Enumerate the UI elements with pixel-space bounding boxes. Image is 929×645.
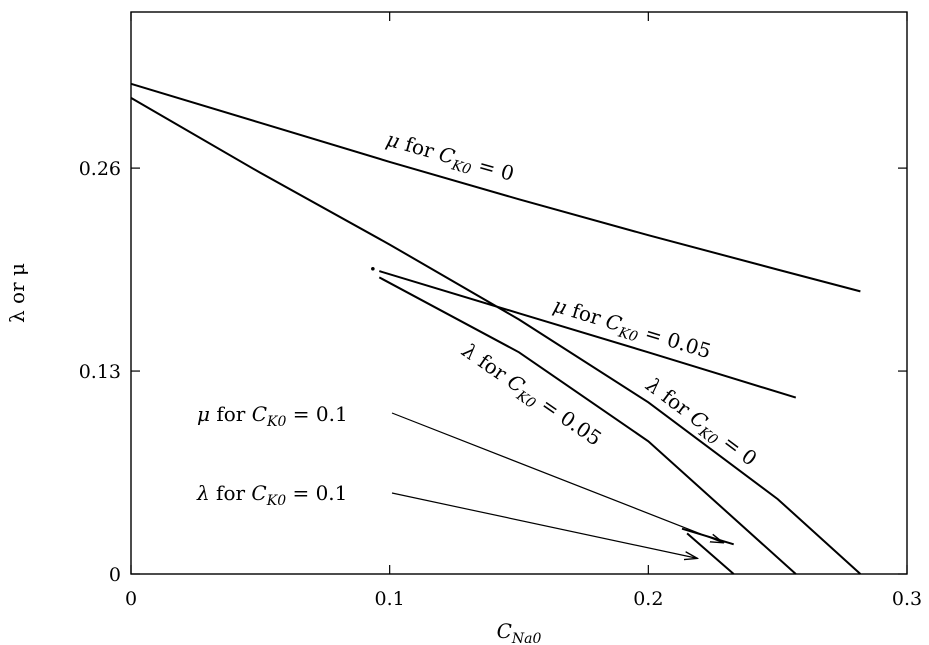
series-lines bbox=[130, 82, 862, 575]
y-tick-label: 0 bbox=[109, 564, 121, 586]
x-tick-label: 0.2 bbox=[633, 588, 663, 610]
series-line-lambda01 bbox=[686, 532, 735, 575]
x-tick-label: 0 bbox=[125, 588, 137, 610]
series-line-mu0 bbox=[130, 82, 861, 293]
x-axis-label: CNa0 bbox=[497, 619, 542, 645]
series-line-mu005 bbox=[379, 270, 797, 399]
y-axis-label: λ or μ bbox=[5, 263, 29, 323]
plot-frame bbox=[130, 11, 908, 575]
series-endpoint-mu005 bbox=[371, 267, 375, 271]
y-tick-label: 0.26 bbox=[79, 158, 121, 180]
series-label-mu01: μ for CK0 = 0.1 bbox=[197, 402, 348, 430]
series-label-lambda0: λ for CK0 = 0 bbox=[639, 372, 762, 474]
axis-tick-labels: 0 0.1 0.2 0.3 0 0.13 0.26 bbox=[79, 158, 922, 610]
pointer-arrow-lambda01 bbox=[391, 492, 697, 558]
pointer-arrow-mu01 bbox=[391, 412, 723, 543]
axis-ticks bbox=[130, 12, 908, 575]
series-line-lambda005 bbox=[378, 276, 797, 575]
series-line-lambda0 bbox=[130, 97, 862, 575]
series-label-lambda01: λ for CK0 = 0.1 bbox=[196, 481, 347, 509]
x-tick-label: 0.3 bbox=[892, 588, 922, 610]
y-tick-label: 0.13 bbox=[79, 361, 121, 383]
x-tick-label: 0.1 bbox=[375, 588, 405, 610]
label-pointers bbox=[391, 412, 723, 558]
